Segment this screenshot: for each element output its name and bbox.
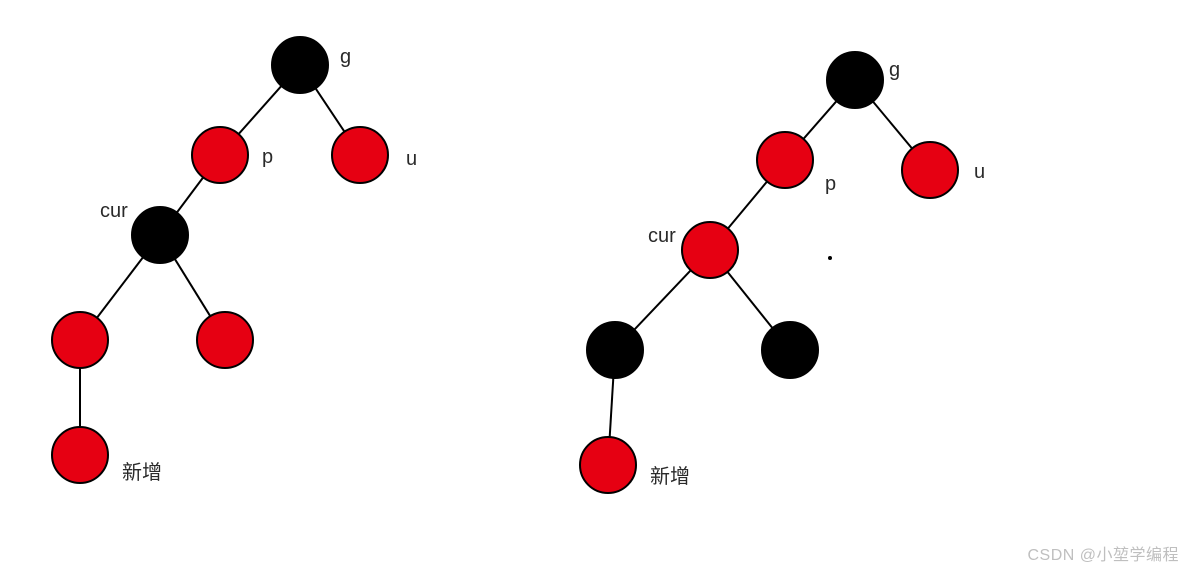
edge-p-cur xyxy=(177,177,203,212)
edge-cur-r xyxy=(727,272,772,328)
edge-g-u xyxy=(316,88,345,131)
label-g: g xyxy=(889,59,900,81)
edge-g-p xyxy=(803,101,836,139)
watermark-text: CSDN @小堃学编程 xyxy=(1027,541,1179,565)
label-p: p xyxy=(825,173,836,195)
label-g: g xyxy=(340,46,351,68)
node-l xyxy=(52,312,108,368)
label-new: 新增 xyxy=(650,465,690,488)
node-p xyxy=(757,132,813,188)
mark-dot-0 xyxy=(828,256,832,260)
node-new xyxy=(52,427,108,483)
node-cur xyxy=(682,222,738,278)
tree-0: g p u cur 新增 xyxy=(52,37,417,484)
node-u xyxy=(332,127,388,183)
node-cur xyxy=(132,207,188,263)
edge-cur-r xyxy=(175,259,211,316)
edge-g-p xyxy=(239,86,282,134)
edge-cur-l xyxy=(97,257,143,317)
edge-cur-l xyxy=(634,270,690,329)
diagram-canvas: g p u cur 新增 g p u cur 新增 xyxy=(0,0,1189,571)
node-g xyxy=(827,52,883,108)
node-p xyxy=(192,127,248,183)
node-u xyxy=(902,142,958,198)
label-u: u xyxy=(406,148,417,170)
node-l xyxy=(587,322,643,378)
label-u: u xyxy=(974,161,985,183)
edge-l-new xyxy=(610,378,614,437)
label-cur: cur xyxy=(100,200,128,222)
node-r xyxy=(197,312,253,368)
node-new xyxy=(580,437,636,493)
node-g xyxy=(272,37,328,93)
label-p: p xyxy=(262,146,273,168)
edge-p-cur xyxy=(728,182,767,229)
label-cur: cur xyxy=(648,225,676,247)
node-r xyxy=(762,322,818,378)
label-new: 新增 xyxy=(122,461,162,484)
tree-1: g p u cur 新增 xyxy=(580,52,985,493)
edge-g-u xyxy=(873,102,912,149)
